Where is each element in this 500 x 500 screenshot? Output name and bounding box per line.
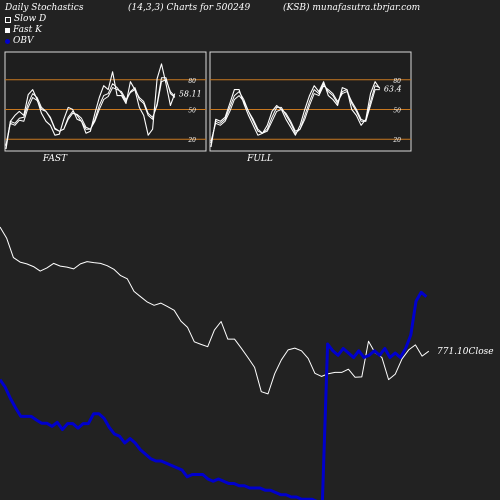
chart-heading-center: (14,3,3) Charts for 500249	[128, 3, 251, 13]
full-panel-label: FULL	[246, 154, 273, 164]
full-panel-frame	[209, 51, 412, 152]
close-value-label: 771.10Close	[437, 347, 494, 357]
full-last-value-label: 63.4	[384, 85, 402, 94]
full-ytick-80: 80	[393, 78, 401, 85]
fast-ytick-80: 80	[188, 78, 196, 85]
full-series-line-3	[210, 81, 381, 148]
fast-panel-frame	[4, 51, 207, 152]
obv-swatch-icon	[5, 39, 10, 44]
slow-d-swatch-icon	[5, 16, 11, 23]
legend-item-slow-d: Slow D	[5, 14, 46, 25]
chart-heading-left: Daily Stochastics	[5, 3, 84, 13]
fast-last-value-label: 58.11	[179, 90, 202, 99]
fast-ytick-20: 20	[187, 137, 196, 144]
full-ytick-50: 50	[393, 108, 401, 115]
obv-line	[0, 290, 428, 500]
legend-item-fast-k: Fast K	[5, 25, 46, 36]
fast-ytick-50: 50	[188, 108, 196, 115]
chart-heading-right: (KSB) munafasutra.tbrjar.com	[283, 3, 421, 13]
full-series-line-2	[210, 83, 380, 144]
fast-series-line-3	[5, 63, 176, 150]
fast-k-swatch-icon	[5, 28, 10, 33]
legend-item-obv: OBV	[5, 36, 46, 47]
fast-stochastics-panel: 20 50 80 58.11 FAST	[4, 51, 207, 164]
price-obv-panel: 771.10Close	[0, 226, 494, 500]
full-series-line-1	[210, 85, 380, 142]
close-price-line	[0, 226, 430, 395]
fast-panel-label: FAST	[42, 154, 68, 164]
legend: Slow D Fast K OBV	[5, 14, 46, 47]
full-ytick-20: 20	[392, 137, 401, 144]
